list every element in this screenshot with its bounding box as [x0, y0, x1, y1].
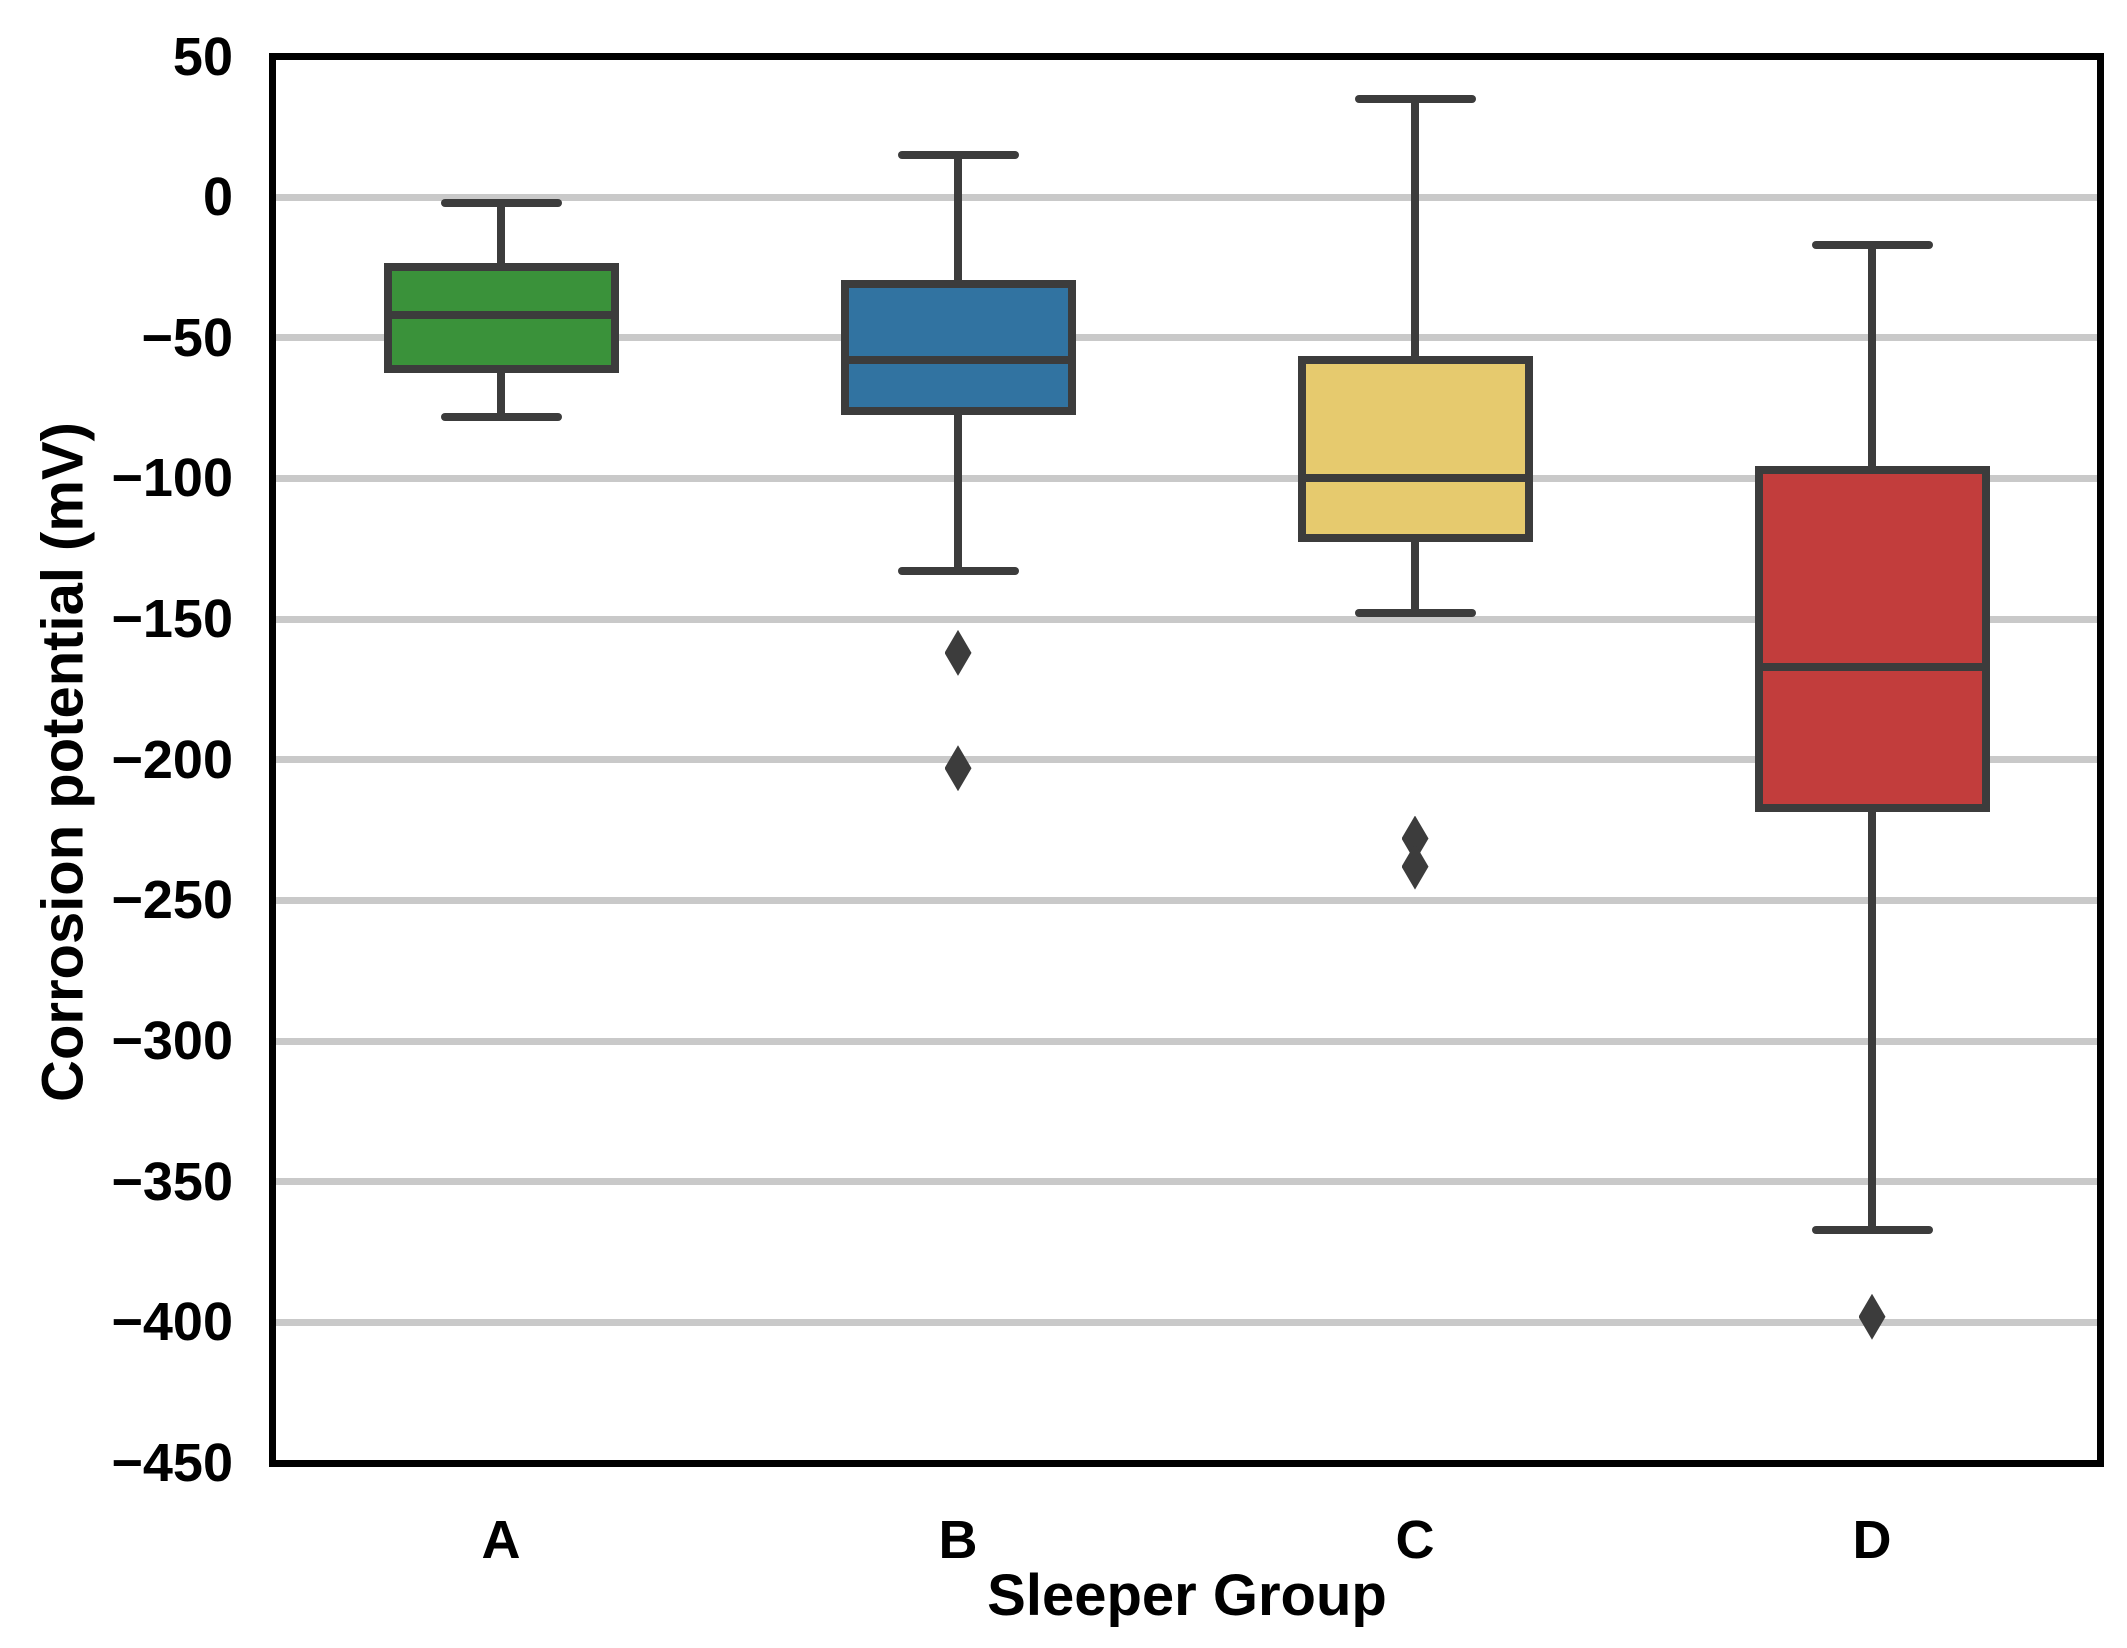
- gridline: [276, 193, 2097, 201]
- x-tick-label: B: [938, 1510, 978, 1570]
- x-tick-label: C: [1395, 1510, 1435, 1570]
- y-tick-label: −350: [111, 1151, 233, 1212]
- y-tick-label: −250: [111, 870, 233, 931]
- lower-whisker-cap: [897, 567, 1019, 576]
- y-tick-label: −450: [111, 1433, 233, 1493]
- upper-whisker-cap: [897, 150, 1019, 159]
- y-tick-label: −50: [141, 307, 233, 368]
- y-tick-label: −200: [111, 729, 233, 790]
- upper-whisker-line: [954, 154, 962, 285]
- median-line: [385, 311, 617, 320]
- y-tick-label: 0: [202, 167, 233, 228]
- gridline: [276, 1037, 2097, 1045]
- outlier-diamond: [1858, 1293, 1886, 1340]
- left-axis-spine: [269, 53, 276, 1467]
- outlier-diamond: [944, 629, 972, 676]
- y-tick-label: 50: [172, 26, 233, 87]
- upper-whisker-cap: [1811, 240, 1933, 249]
- box-D: [1754, 466, 1990, 812]
- lower-whisker-cap: [440, 412, 562, 421]
- upper-whisker-line: [1411, 98, 1419, 361]
- x-tick-label: D: [1852, 1510, 1892, 1570]
- bottom-axis-spine: [269, 1460, 2104, 1467]
- upper-whisker-line: [497, 202, 505, 268]
- lower-whisker-cap: [1354, 609, 1476, 618]
- upper-whisker-line: [1868, 244, 1876, 470]
- box-C: [1297, 356, 1533, 542]
- outlier-diamond: [944, 745, 972, 792]
- gridline: [276, 615, 2097, 623]
- y-tick-label: −150: [111, 589, 233, 650]
- upper-whisker-cap: [440, 198, 562, 207]
- right-axis-spine: [2097, 53, 2104, 1467]
- gridline: [276, 1178, 2097, 1186]
- y-tick-label: −300: [111, 1011, 233, 1072]
- gridline: [276, 756, 2097, 764]
- lower-whisker-line: [954, 410, 962, 572]
- lower-whisker-line: [1868, 807, 1876, 1230]
- x-axis-label: Sleeper Group: [987, 1563, 1387, 1628]
- x-tick-label: A: [481, 1510, 521, 1570]
- gridline: [276, 1318, 2097, 1326]
- upper-whisker-cap: [1354, 94, 1476, 103]
- gridline: [276, 474, 2097, 482]
- median-line: [842, 356, 1074, 365]
- lower-whisker-line: [1411, 537, 1419, 614]
- top-axis-spine: [269, 53, 2104, 60]
- gridline: [276, 896, 2097, 904]
- median-line: [1756, 662, 1988, 671]
- y-tick-label: −100: [111, 448, 233, 509]
- median-line: [1299, 474, 1531, 483]
- gridline: [276, 334, 2097, 342]
- lower-whisker-line: [497, 368, 505, 417]
- outlier-diamond: [1401, 843, 1429, 890]
- lower-whisker-cap: [1811, 1225, 1933, 1234]
- box-B: [840, 280, 1076, 415]
- y-tick-label: −400: [111, 1292, 233, 1353]
